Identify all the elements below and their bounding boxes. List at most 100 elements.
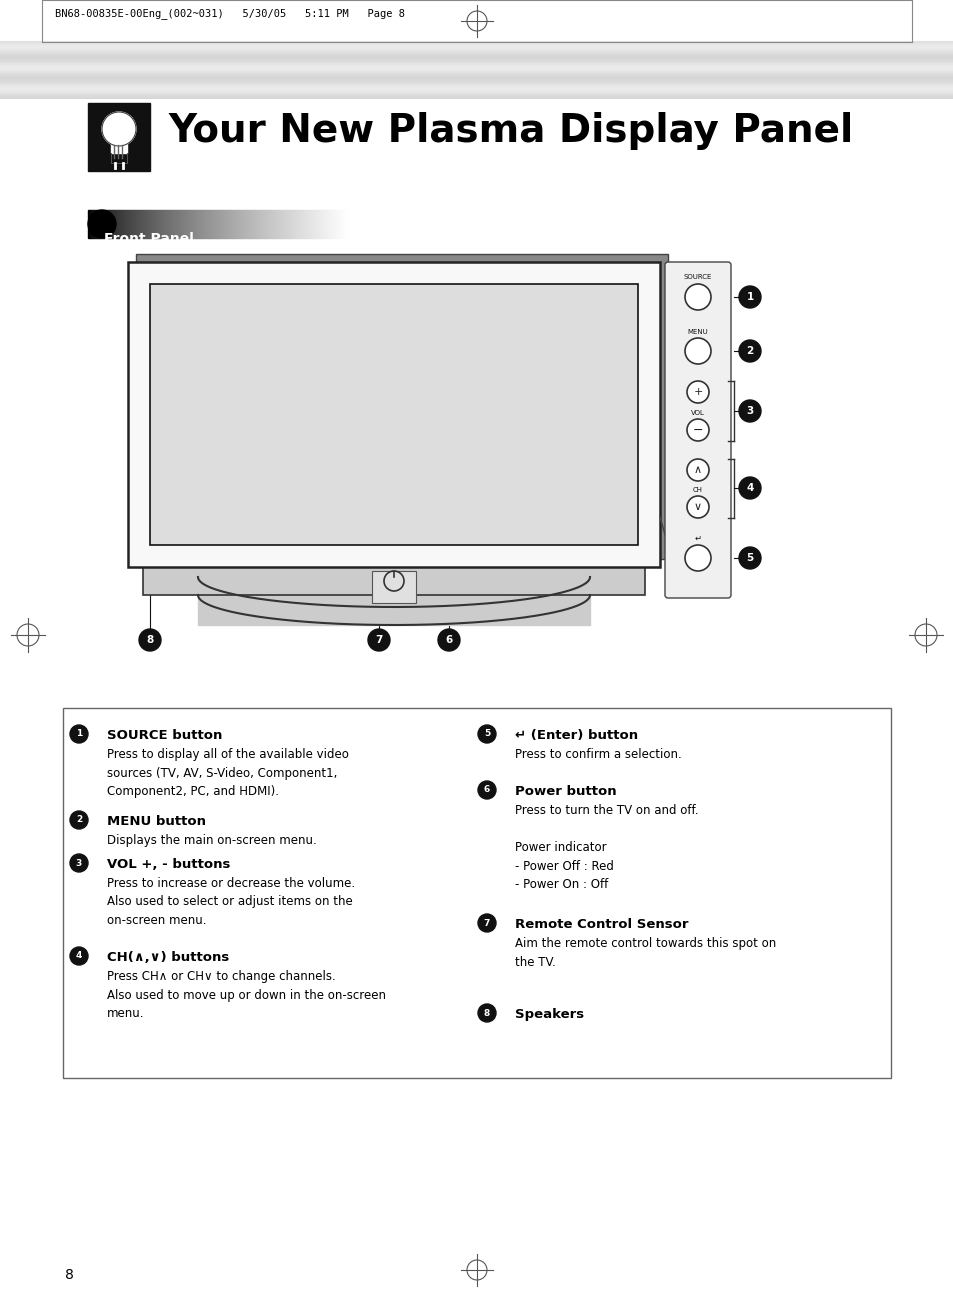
Text: Press CH∧ or CH∨ to change channels.
Also used to move up or down in the on-scre: Press CH∧ or CH∨ to change channels. Als… [107,971,386,1020]
Text: Power button: Power button [515,785,616,798]
Bar [187,209,188,238]
Text: SOURCE: SOURCE [683,275,712,280]
Bar [260,209,261,238]
Bar [329,209,330,238]
Bar [241,209,242,238]
Bar [343,209,344,238]
Text: 4: 4 [75,951,82,960]
Bar [277,209,278,238]
Bar [232,209,233,238]
Bar [330,209,331,238]
Bar [201,209,202,238]
Text: 8: 8 [483,1008,490,1017]
Text: ∧: ∧ [693,464,701,475]
Bar [239,209,240,238]
Text: 6: 6 [445,635,452,645]
Bar [150,284,638,545]
Bar [118,209,119,238]
Bar [307,209,308,238]
Bar [276,209,277,238]
Bar [250,209,251,238]
Bar [332,209,333,238]
Bar [209,209,210,238]
Bar [275,209,276,238]
Bar [198,209,199,238]
Bar [192,209,193,238]
Bar [266,209,267,238]
Bar [268,209,269,238]
Text: 7: 7 [483,919,490,928]
Bar [295,209,296,238]
Bar [175,209,177,238]
Bar [258,209,260,238]
Bar [336,209,337,238]
Bar [208,209,209,238]
Bar [320,209,322,238]
Text: 1: 1 [745,291,753,302]
Bar [110,209,111,238]
Bar [117,209,118,238]
Bar [107,209,108,238]
Text: Speakers: Speakers [515,1008,583,1021]
Bar [181,209,182,238]
Bar [138,209,139,238]
Bar [313,209,314,238]
Bar [203,209,204,238]
Bar [102,209,103,238]
Circle shape [368,628,390,650]
Bar [137,209,138,238]
Bar [294,209,295,238]
Bar [274,209,275,238]
Bar [94,209,95,238]
Bar [230,209,231,238]
Bar [164,209,165,238]
Bar [200,209,201,238]
Bar [255,209,256,238]
Bar [147,209,148,238]
Bar [205,209,206,238]
Text: Aim the remote control towards this spot on
the TV.: Aim the remote control towards this spot… [515,937,776,968]
Bar [120,209,121,238]
Bar [309,209,310,238]
Bar [322,209,323,238]
Text: BN68-00835E-00Eng_(002~031)   5/30/05   5:11 PM   Page 8: BN68-00835E-00Eng_(002~031) 5/30/05 5:11… [55,8,405,20]
Bar [63,708,890,1079]
Text: VOL +, - buttons: VOL +, - buttons [107,857,230,870]
Bar [229,209,230,238]
Circle shape [477,1004,496,1023]
Bar [242,209,243,238]
Circle shape [739,286,760,308]
Bar [345,209,346,238]
Bar [265,209,266,238]
Bar [168,209,169,238]
Bar [235,209,236,238]
Bar [312,209,313,238]
Circle shape [686,419,708,441]
Bar [90,209,91,238]
Text: 1: 1 [76,730,82,739]
Bar [186,209,187,238]
Bar [91,209,92,238]
Bar [171,209,172,238]
Bar [282,209,283,238]
Bar [188,209,189,238]
Bar [340,209,341,238]
Bar [341,209,343,238]
Bar [136,254,667,559]
Bar [204,209,205,238]
Bar [270,209,271,238]
Bar [306,209,307,238]
Bar [287,209,288,238]
Text: 8: 8 [146,635,153,645]
Bar [212,209,213,238]
Bar [122,209,123,238]
Bar [252,209,253,238]
Bar [269,209,270,238]
Bar [124,209,125,238]
Bar [310,209,311,238]
Bar [109,209,110,238]
Bar [314,209,315,238]
Bar [174,209,175,238]
Bar [220,209,221,238]
Bar [222,209,223,238]
